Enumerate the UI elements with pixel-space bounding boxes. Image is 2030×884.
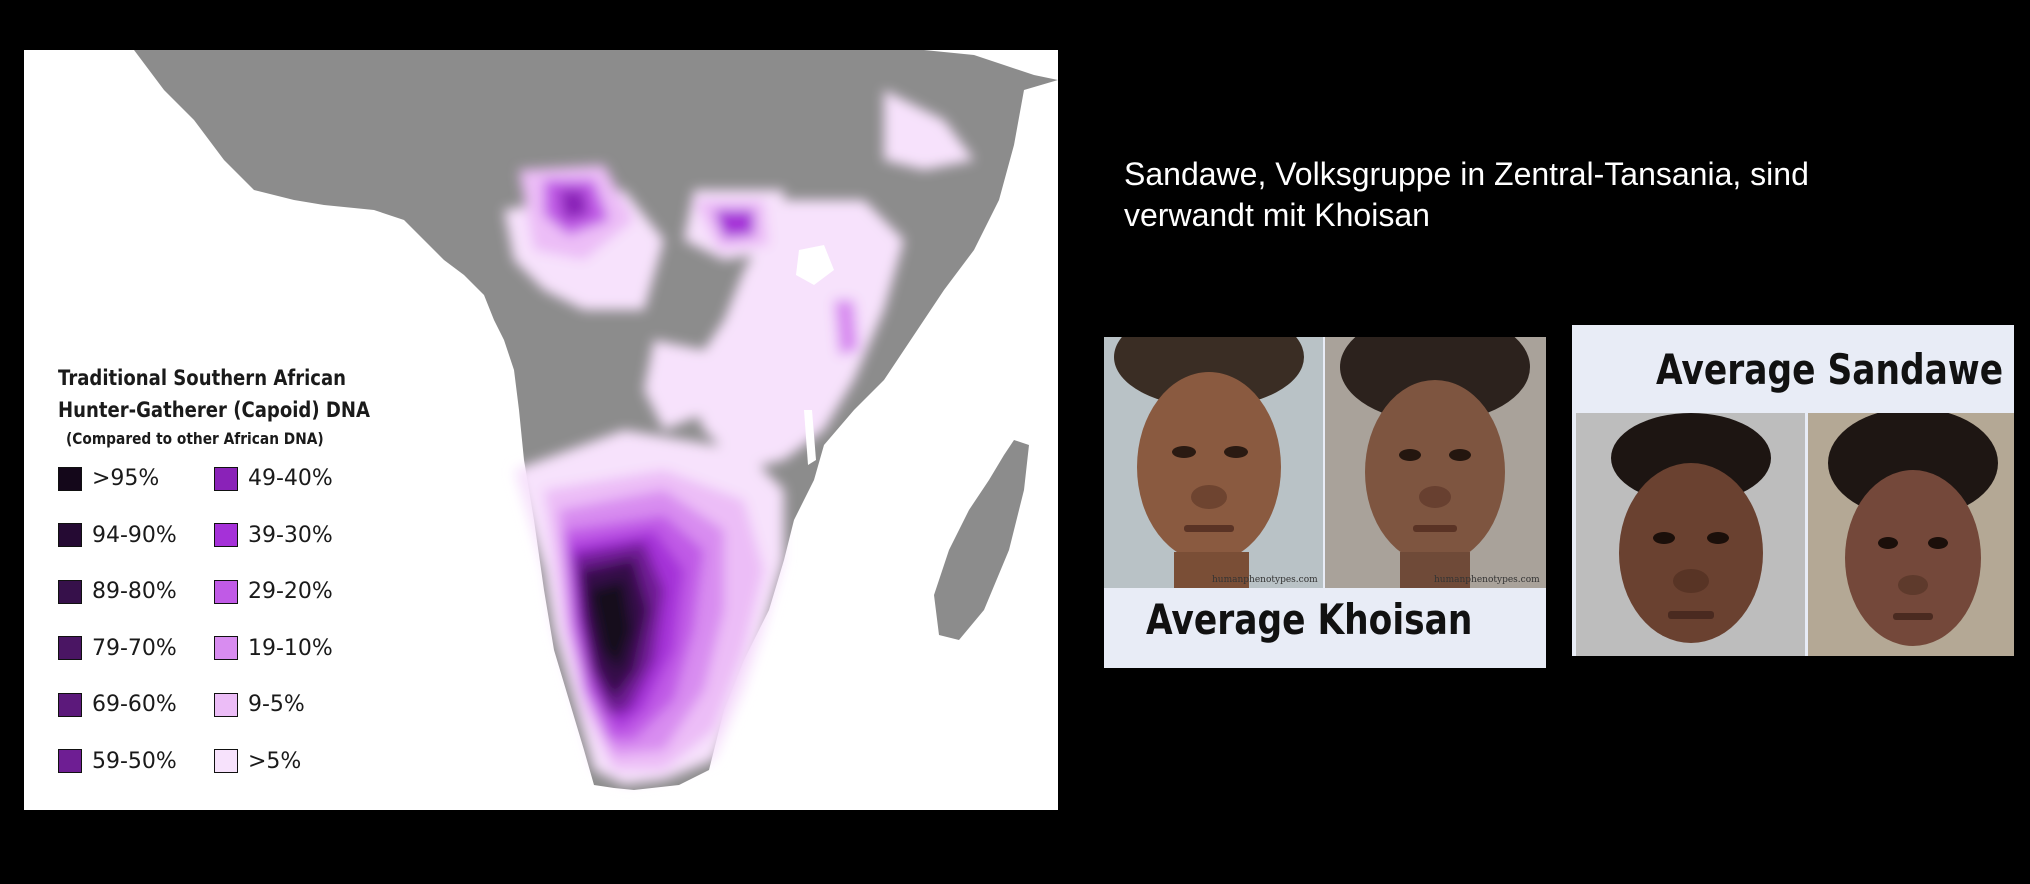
dna-map: Traditional Southern African Hunter-Gath… [24, 50, 1058, 810]
legend-label: 69-60% [92, 692, 177, 717]
khoisan-label-text: Average Khoisan [1146, 595, 1473, 644]
sandawe-male-face [1576, 413, 1805, 656]
legend-swatch [214, 523, 238, 547]
legend-swatch [214, 466, 238, 491]
legend-swatch [58, 636, 82, 660]
lake-victoria [796, 245, 834, 285]
legend-label: 89-80% [92, 579, 177, 604]
caption-line2: verwandt mit Khoisan [1124, 197, 1430, 233]
madagascar [934, 440, 1029, 640]
legend-swatch [214, 636, 238, 660]
legend-swatch [58, 692, 82, 717]
legend-swatch [214, 579, 238, 604]
legend-label: 29-20% [248, 579, 333, 604]
khoisan-watermark-2: humanphenotypes.com [1434, 575, 1540, 585]
legend-swatch [58, 466, 82, 491]
legend-item: 19-10% [214, 636, 333, 661]
legend-label: 19-10% [248, 635, 333, 661]
sandawe-label-text: Average Sandawe [1656, 345, 2004, 394]
legend-item: 94-90% [58, 523, 177, 548]
legend-label: >95% [92, 466, 160, 491]
legend-label: 94-90% [92, 522, 177, 548]
legend-item: >5% [214, 749, 301, 774]
legend-item: 29-20% [214, 579, 333, 604]
legend-item: 69-60% [58, 692, 177, 717]
legend-label: 49-40% [248, 466, 333, 491]
arabia-edge [924, 50, 1058, 80]
legend-item: >95% [58, 466, 159, 491]
legend-label: 79-70% [92, 635, 177, 661]
legend-item: 9-5% [214, 692, 305, 717]
legend-item: 59-50% [58, 749, 177, 774]
khoisan-watermark-1: humanphenotypes.com [1212, 575, 1318, 585]
dna-shading [504, 90, 974, 785]
legend-item: 49-40% [214, 466, 333, 491]
map-legend: Traditional Southern African Hunter-Gath… [58, 362, 388, 774]
khoisan-label: Average Khoisan [1146, 595, 1546, 644]
legend-item: 39-30% [214, 523, 333, 548]
legend-swatch [58, 749, 82, 773]
legend-grid: >95% 94-90% 89-80% 79-70% 69-60% 59-50% 49-40%… [58, 466, 388, 786]
legend-item: 79-70% [58, 636, 177, 661]
sandawe-label: Average Sandawe [1656, 345, 2014, 394]
caption-line1: Sandawe, Volksgruppe in Zentral-Tansania… [1124, 156, 1809, 192]
legend-swatch [214, 749, 238, 773]
legend-swatch [58, 579, 82, 604]
caption: Sandawe, Volksgruppe in Zentral-Tansania… [1124, 154, 1944, 236]
legend-item: 89-80% [58, 579, 177, 604]
legend-swatch [214, 692, 238, 717]
khoisan-female-face [1325, 337, 1546, 588]
lake-malawi [804, 410, 816, 465]
legend-label: >5% [248, 748, 302, 774]
legend-swatch [58, 523, 82, 547]
legend-title-line2: Hunter-Gatherer (Capoid) DNA [58, 398, 370, 422]
sandawe-female-face [1808, 413, 2014, 656]
average-sandawe-panel: Average Sandawe [1572, 325, 2014, 656]
legend-title-line1: Traditional Southern African [58, 366, 347, 390]
khoisan-male-face [1104, 337, 1323, 588]
average-khoisan-panel: humanphenotypes.com humanphenotypes.com … [1104, 337, 1546, 668]
africa-map-svg [134, 50, 1058, 790]
legend-label: 39-30% [248, 522, 333, 548]
legend-subtitle: (Compared to other African DNA) [66, 429, 324, 448]
legend-label: 59-50% [92, 748, 177, 774]
legend-label: 9-5% [248, 692, 305, 717]
